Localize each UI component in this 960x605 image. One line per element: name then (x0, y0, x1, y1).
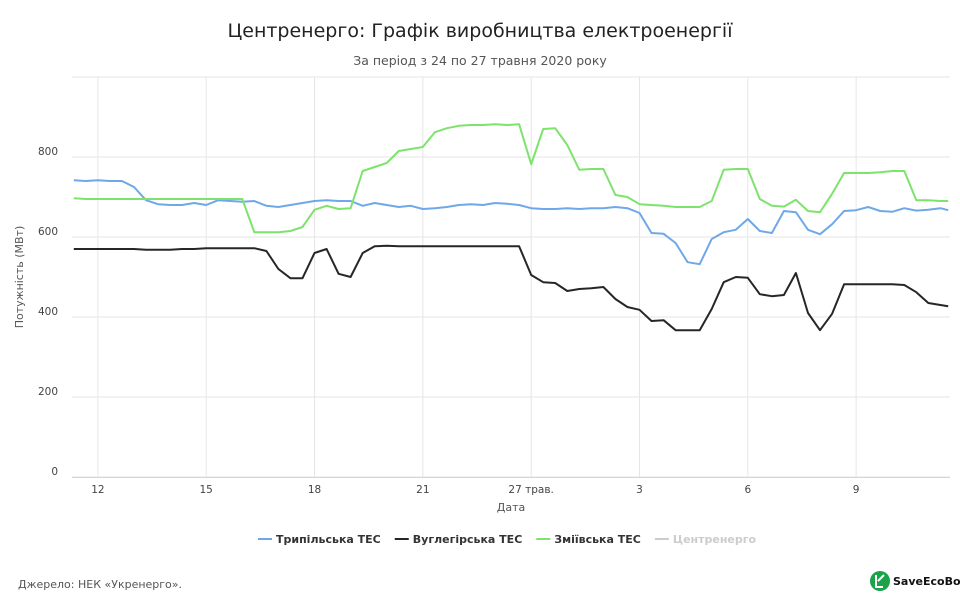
legend-label: Центренерго (673, 533, 757, 546)
x-tick-label: 3 (636, 484, 643, 496)
y-axis-title: Потужність (МВт) (13, 226, 26, 329)
x-tick-label: 18 (308, 484, 321, 496)
legend-label: Вуглегірська ТЕС (413, 533, 523, 546)
x-axis-ticks: 12 15 18 21 27 трав. 3 6 9 (91, 484, 859, 496)
series-line (73, 179, 949, 266)
x-axis-title: Дата (497, 501, 525, 514)
x-tick-label: 9 (853, 484, 860, 496)
legend-item[interactable]: Трипільська ТЕС (258, 533, 381, 546)
legend-item[interactable]: Зміївська ТЕС (536, 533, 641, 546)
y-tick-label: 0 (51, 466, 58, 478)
x-tick-label: 27 трав. (508, 484, 553, 496)
chart-title: Центренерго: Графік виробництва електрое… (228, 20, 734, 42)
y-tick-label: 400 (38, 306, 58, 318)
x-tick-label: 6 (744, 484, 751, 496)
logo-text: SaveEcoBot (893, 575, 960, 588)
x-tick-label: 15 (200, 484, 213, 496)
x-tick-label: 21 (416, 484, 429, 496)
series-lines (73, 123, 949, 332)
grid (72, 76, 950, 478)
y-tick-label: 200 (38, 386, 58, 398)
legend-item[interactable]: Центренерго (654, 533, 757, 546)
legend-item[interactable]: Вуглегірська ТЕС (394, 533, 523, 546)
series-line (73, 244, 949, 332)
y-axis-ticks: 0 200 400 600 800 (38, 146, 58, 478)
savecobot-logo[interactable]: SaveEcoBot (870, 571, 960, 591)
source-note: Джерело: НЕК «Укренерго». (18, 578, 182, 591)
y-tick-label: 600 (38, 226, 58, 238)
legend-label: Зміївська ТЕС (554, 533, 641, 546)
chart-subtitle: За період з 24 по 27 травня 2020 року (353, 53, 607, 68)
logo-glyph (875, 574, 885, 588)
y-tick-label: 800 (38, 146, 58, 158)
legend-label: Трипільська ТЕС (276, 533, 381, 546)
series-line (73, 123, 949, 234)
x-tick-label: 12 (91, 484, 104, 496)
legend: Трипільська ТЕС Вуглегірська ТЕС Зміївська… (258, 533, 757, 546)
